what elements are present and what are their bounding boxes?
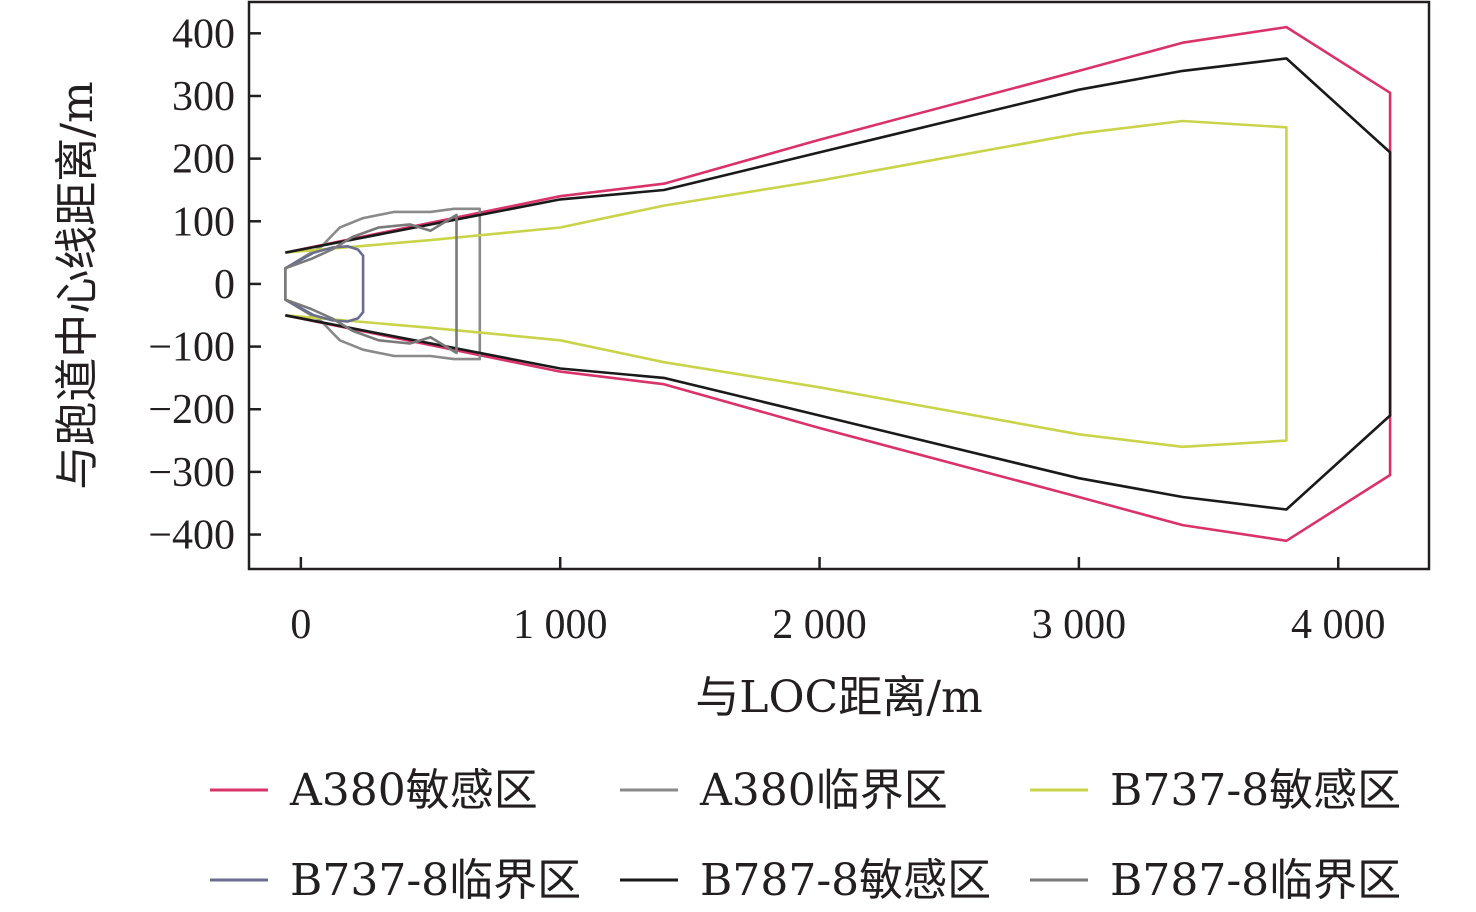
legend-label-3: B737-8临界区: [290, 855, 581, 906]
series-layer: [283, 25, 1392, 543]
legend-label-2: B737-8敏感区: [1110, 765, 1401, 816]
x-axis-title: 与LOC距离/m: [695, 672, 983, 723]
series-line-1: [283, 207, 482, 361]
y-tick-label-0: 400: [172, 11, 235, 57]
series-line-3: [283, 245, 365, 323]
legend-item-0: A380敏感区: [210, 765, 538, 816]
legend: A380敏感区 A380临界区 B737-8敏感区 B737-8临界区 B787-8敏感…: [210, 765, 1401, 906]
x-tick-label-4: 4 000: [1291, 602, 1386, 648]
legend-item-5: B787-8临界区: [1030, 855, 1401, 906]
legend-item-3: B737-8临界区: [210, 855, 581, 906]
x-tick-label-2: 2 000: [772, 602, 867, 648]
tick-labels-layer: 400 300 200 100 0 −100 −200 −300 −400 0 1 000 2 000…: [148, 11, 1385, 648]
y-axis-title: 与跑道中心线距离/m: [52, 81, 103, 490]
legend-label-4: B787-8敏感区: [700, 855, 991, 906]
y-tick-label-6: −200: [148, 387, 235, 433]
legend-item-1: A380临界区: [620, 765, 948, 816]
y-tick-label-5: −100: [148, 325, 235, 371]
x-tick-label-0: 0: [290, 602, 311, 648]
y-tick-label-7: −300: [148, 450, 235, 496]
y-tick-label-4: 0: [214, 262, 235, 308]
ticks-layer: [249, 32, 1340, 569]
x-tick-label-1: 1 000: [513, 602, 608, 648]
series-line-2: [285, 119, 1288, 449]
legend-item-2: B737-8敏感区: [1030, 765, 1401, 816]
series-line-0: [285, 25, 1392, 543]
y-tick-label-1: 300: [172, 74, 235, 120]
x-tick-label-3: 3 000: [1032, 602, 1127, 648]
legend-label-1: A380临界区: [699, 765, 948, 816]
legend-label-0: A380敏感区: [289, 765, 538, 816]
series-line-5: [283, 213, 458, 355]
plot-frame: [247, 0, 1431, 571]
y-tick-label-8: −400: [148, 513, 235, 559]
y-tick-label-3: 100: [172, 199, 235, 245]
series-line-4: [285, 57, 1392, 511]
y-tick-label-2: 200: [172, 137, 235, 183]
legend-item-4: B787-8敏感区: [620, 855, 991, 906]
legend-label-5: B787-8临界区: [1110, 855, 1401, 906]
